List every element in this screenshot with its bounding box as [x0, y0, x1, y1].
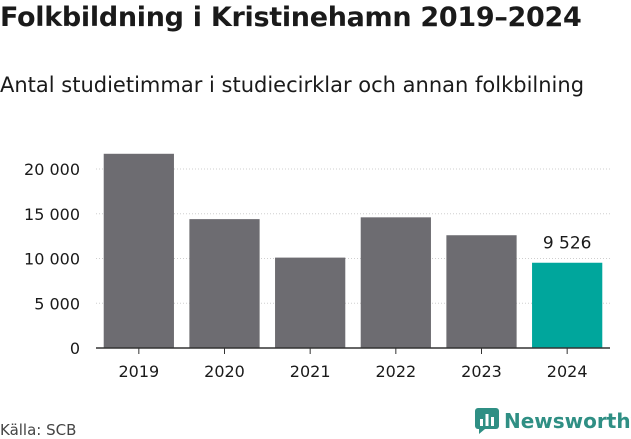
bar-2020[interactable] — [189, 219, 260, 348]
brand-name: Newsworthy — [504, 409, 631, 433]
bar-2024[interactable] — [532, 262, 603, 348]
x-tick-label: 2022 — [375, 362, 416, 381]
bar-2019[interactable] — [103, 153, 174, 348]
data-label: 9 526 — [543, 234, 592, 254]
brand-logo[interactable]: Newsworthy — [475, 408, 631, 434]
source-note: Källa: SCB — [0, 421, 77, 439]
x-tick-label: 2019 — [118, 362, 159, 381]
x-tick-label: 2020 — [204, 362, 245, 381]
x-tick-label: 2023 — [461, 362, 502, 381]
y-tick-label: 0 — [70, 339, 80, 358]
y-tick-label: 20 000 — [24, 160, 80, 179]
y-tick-label: 10 000 — [24, 250, 80, 269]
chart-subtitle: Antal studietimmar i studiecirklar och a… — [0, 73, 585, 97]
bar-2021[interactable] — [275, 257, 346, 348]
bar-chart: 0 5 000 10 000 15 000 20 000 2019 2020 2021 2022… — [24, 153, 610, 381]
bar-2022[interactable] — [360, 217, 431, 348]
chart-title: Folkbildning i Kristinehamn 2019–2024 — [0, 2, 582, 33]
newsworthy-logo-icon — [475, 408, 499, 434]
bar-2023[interactable] — [446, 235, 517, 348]
x-tick-label: 2021 — [290, 362, 331, 381]
y-tick-label: 15 000 — [24, 205, 80, 224]
y-tick-label: 5 000 — [34, 294, 80, 313]
x-tick-label: 2024 — [547, 362, 588, 381]
